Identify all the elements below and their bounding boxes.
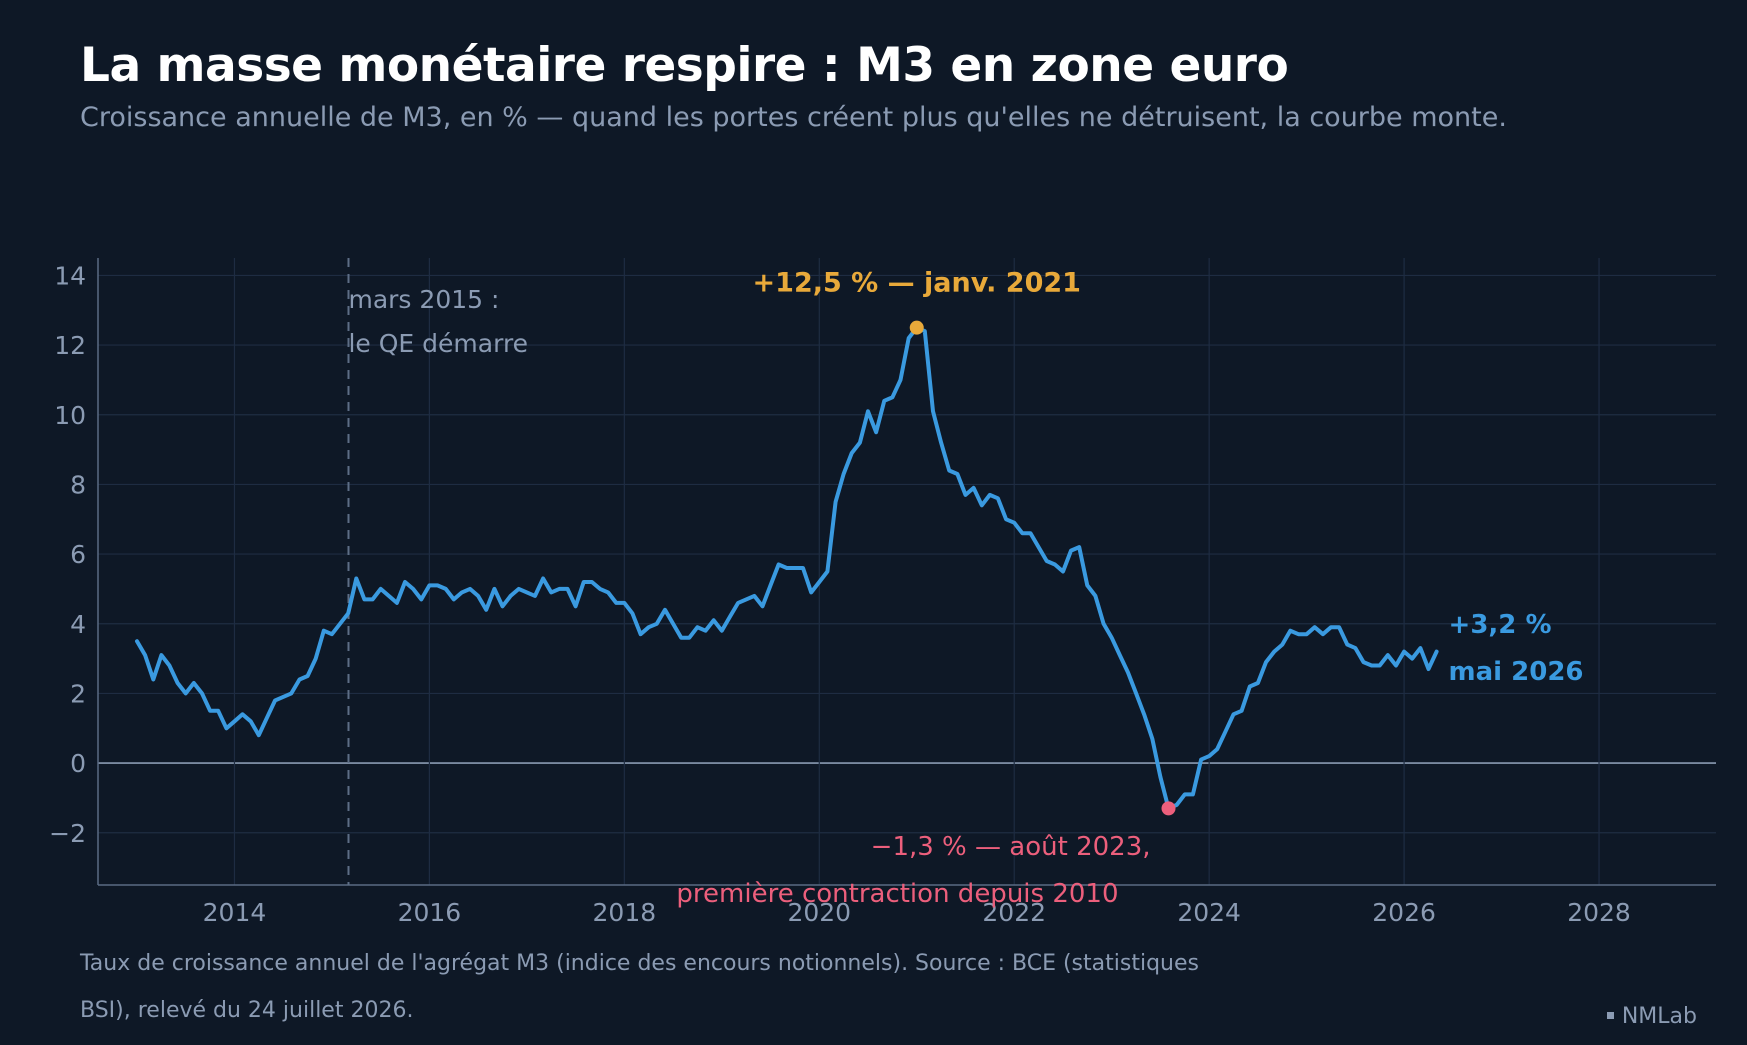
y-tick-label: 10: [54, 401, 86, 430]
x-tick-label: 2026: [1372, 898, 1436, 927]
qe-annotation-line1: mars 2015 :: [348, 285, 499, 314]
axes: −2 0 2 4 6 8 10 12 14 2014 2016 2018 2020 2022 2024 202…: [49, 258, 1716, 927]
m3-growth-line: [135, 325, 1439, 811]
last-date-label: mai 2026: [1449, 657, 1584, 687]
y-tick-label: 6: [70, 540, 86, 569]
y-tick-label: −2: [49, 819, 86, 848]
y-tick-label: 12: [54, 331, 86, 360]
y-tick-label: 2: [70, 679, 86, 708]
x-tick-label: 2016: [398, 898, 462, 927]
x-tick-label: 2014: [203, 898, 267, 927]
y-tick-label: 4: [70, 610, 86, 639]
peak-label: +12,5 % — janv. 2021: [753, 268, 1081, 299]
y-tick-label: 8: [70, 470, 86, 499]
x-tick-label: 2028: [1567, 898, 1631, 927]
peak-point: [909, 320, 924, 335]
points-layer: +12,5 % — janv. 2021 −1,3 % — août 2023,…: [676, 268, 1583, 909]
source-footnote: Taux de croissance annuel de l'agrégat M…: [80, 951, 1199, 1023]
brand-label: NMLab: [1621, 1004, 1697, 1029]
annotations: mars 2015 : le QE démarre: [347, 258, 528, 885]
x-tick-label: 2022: [982, 898, 1046, 927]
chart-title: La masse monétaire respire : M3 en zone …: [80, 38, 1289, 93]
brand-square-icon: [1606, 1011, 1614, 1019]
y-tick-label: 0: [70, 749, 86, 778]
x-tick-label: 2024: [1177, 898, 1241, 927]
last-value-label: +3,2 %: [1449, 610, 1552, 640]
y-tick-label: 14: [54, 261, 86, 290]
x-tick-label: 2020: [787, 898, 851, 927]
series-layer: [135, 325, 1439, 811]
x-tick-label: 2018: [593, 898, 657, 927]
brand-credit: NMLab: [1606, 1004, 1697, 1029]
chart-subtitle: Croissance annuelle de M3, en % — quand …: [80, 102, 1507, 133]
trough-point: [1161, 801, 1176, 816]
qe-annotation-line2: le QE démarre: [348, 329, 528, 358]
trough-label-line1: −1,3 % — août 2023,: [871, 832, 1151, 862]
trough-label-line2: première contraction depuis 2010: [676, 879, 1118, 909]
